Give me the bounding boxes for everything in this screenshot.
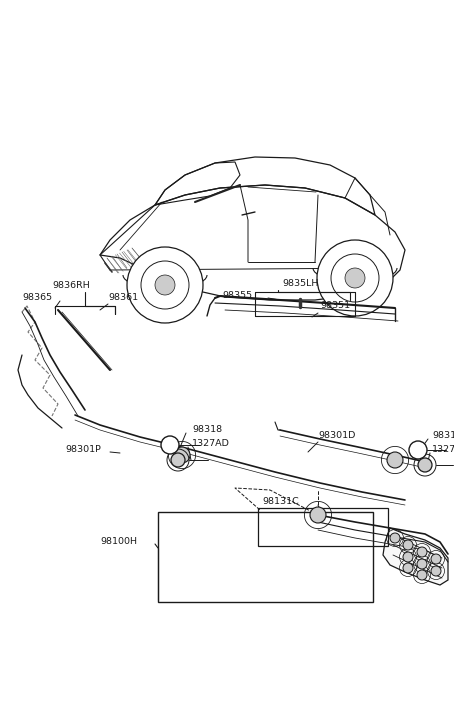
Text: 98301D: 98301D: [318, 432, 355, 441]
Circle shape: [317, 240, 393, 316]
Circle shape: [418, 458, 432, 472]
Circle shape: [431, 554, 441, 564]
Text: 9835LH: 9835LH: [282, 278, 318, 287]
Text: 9836RH: 9836RH: [52, 281, 90, 289]
Polygon shape: [383, 528, 448, 585]
Text: 98318: 98318: [192, 425, 222, 435]
Text: 1327AD: 1327AD: [192, 440, 230, 449]
Circle shape: [161, 436, 179, 454]
Text: 1327AD: 1327AD: [432, 446, 454, 454]
Text: 98365: 98365: [22, 294, 52, 302]
Circle shape: [403, 540, 413, 550]
Circle shape: [345, 268, 365, 288]
Circle shape: [310, 507, 326, 523]
Circle shape: [409, 441, 427, 459]
Text: 98318: 98318: [432, 432, 454, 441]
Text: 98355: 98355: [222, 292, 252, 300]
Circle shape: [387, 452, 403, 468]
Text: 98361: 98361: [108, 294, 138, 302]
Circle shape: [171, 453, 185, 467]
Circle shape: [174, 447, 190, 463]
Circle shape: [127, 247, 203, 323]
Circle shape: [155, 275, 175, 295]
Text: 98301P: 98301P: [65, 446, 101, 454]
Circle shape: [403, 552, 413, 562]
Text: 98131C: 98131C: [262, 497, 299, 507]
Bar: [158, 512, 373, 602]
Circle shape: [417, 547, 427, 557]
Circle shape: [431, 566, 441, 576]
Circle shape: [417, 559, 427, 569]
Text: 98100H: 98100H: [100, 537, 137, 547]
Bar: [258, 508, 388, 546]
Text: 98351: 98351: [320, 302, 350, 310]
Circle shape: [390, 533, 400, 543]
Circle shape: [403, 563, 413, 573]
Circle shape: [417, 570, 427, 580]
